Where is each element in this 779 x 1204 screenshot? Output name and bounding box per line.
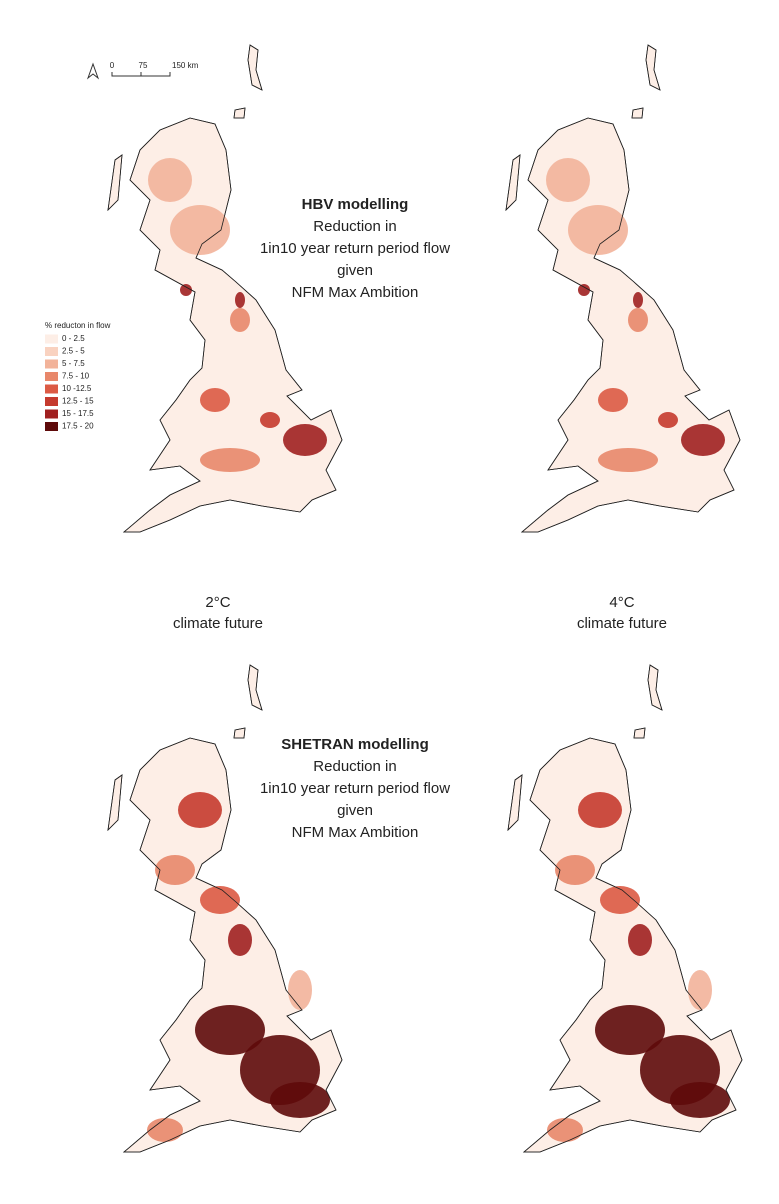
scale-label: 75 bbox=[139, 61, 148, 70]
map-region bbox=[200, 886, 240, 914]
map-region bbox=[195, 1005, 265, 1055]
legend-label: 12.5 - 15 bbox=[62, 397, 94, 406]
regions bbox=[147, 792, 330, 1142]
map-region bbox=[200, 448, 260, 472]
map bbox=[505, 44, 741, 533]
map-region bbox=[681, 424, 725, 456]
map-region bbox=[230, 308, 250, 332]
climate-label: climate future bbox=[577, 615, 667, 632]
panel-line: Reduction in bbox=[313, 218, 396, 235]
map-region bbox=[578, 284, 590, 296]
panel-line: 1in10 year return period flow bbox=[260, 240, 450, 257]
map-region bbox=[546, 158, 590, 202]
climate-label: climate future bbox=[173, 615, 263, 632]
legend-label: 15 - 17.5 bbox=[62, 409, 94, 418]
coastline-edge bbox=[107, 664, 343, 1153]
map-region bbox=[658, 412, 678, 428]
map-region bbox=[288, 970, 312, 1010]
legend-swatch bbox=[45, 397, 58, 406]
climate-label: 2°C bbox=[205, 594, 230, 611]
panel-line: NFM Max Ambition bbox=[292, 284, 419, 301]
panel-line: given bbox=[337, 802, 373, 819]
legend-label: 17.5 - 20 bbox=[62, 422, 94, 431]
map-region bbox=[260, 412, 280, 428]
legend-swatch bbox=[45, 372, 58, 381]
legend-swatch bbox=[45, 422, 58, 431]
map-region bbox=[148, 158, 192, 202]
map-region bbox=[155, 855, 195, 885]
legend-swatch bbox=[45, 384, 58, 394]
panel-title: SHETRAN modelling bbox=[281, 736, 429, 753]
map-region bbox=[270, 1082, 330, 1118]
map-region bbox=[235, 292, 245, 308]
map-region bbox=[147, 1118, 183, 1142]
maps bbox=[107, 44, 743, 1153]
map-region bbox=[200, 388, 230, 412]
map bbox=[507, 664, 743, 1153]
scale-label: 150 km bbox=[172, 61, 199, 70]
legend-swatch bbox=[45, 334, 58, 344]
map-region bbox=[628, 308, 648, 332]
map-region bbox=[228, 924, 252, 956]
panel-line: Reduction in bbox=[313, 758, 396, 775]
legend-label: 7.5 - 10 bbox=[62, 372, 90, 381]
map-region bbox=[547, 1118, 583, 1142]
legend: 0 - 2.5 2.5 - 5 5 - 7.5 7.5 - 10 10 -12.5 12.… bbox=[45, 334, 94, 431]
coastline-edge bbox=[507, 664, 743, 1153]
legend-swatch bbox=[45, 347, 58, 356]
map-region bbox=[600, 886, 640, 914]
map-region bbox=[180, 284, 192, 296]
regions bbox=[148, 158, 327, 472]
map-region bbox=[170, 205, 230, 255]
legend-swatch bbox=[45, 409, 58, 419]
legend-label: 2.5 - 5 bbox=[62, 347, 85, 356]
map-region bbox=[633, 292, 643, 308]
regions bbox=[547, 792, 730, 1142]
map-region bbox=[598, 448, 658, 472]
panel-line: given bbox=[337, 262, 373, 279]
regions bbox=[546, 158, 725, 472]
panel-line: NFM Max Ambition bbox=[292, 824, 419, 841]
map-region bbox=[688, 970, 712, 1010]
map-region bbox=[555, 855, 595, 885]
captions: HBV modelling Reduction in 1in10 year retu… bbox=[173, 196, 667, 841]
legend-label: 5 - 7.5 bbox=[62, 359, 85, 368]
coastline-edge bbox=[505, 44, 741, 533]
map-region bbox=[595, 1005, 665, 1055]
panel-title: HBV modelling bbox=[302, 196, 409, 213]
legend-swatch bbox=[45, 359, 58, 369]
legend-label: 10 -12.5 bbox=[62, 384, 92, 393]
panel-line: 1in10 year return period flow bbox=[260, 780, 450, 797]
climate-label: 4°C bbox=[609, 594, 634, 611]
map-region bbox=[670, 1082, 730, 1118]
legend-label: 0 - 2.5 bbox=[62, 334, 85, 343]
map-region bbox=[598, 388, 628, 412]
legend-title: % reducton in flow bbox=[45, 321, 111, 330]
map-region bbox=[568, 205, 628, 255]
scale-label: 0 bbox=[110, 61, 115, 70]
map-region bbox=[628, 924, 652, 956]
coastline-edge bbox=[107, 44, 343, 533]
scale-bar bbox=[111, 72, 171, 77]
north-arrow bbox=[86, 62, 100, 80]
map bbox=[107, 44, 343, 533]
map-region bbox=[578, 792, 622, 828]
map-region bbox=[178, 792, 222, 828]
map bbox=[107, 664, 343, 1153]
map-region bbox=[283, 424, 327, 456]
